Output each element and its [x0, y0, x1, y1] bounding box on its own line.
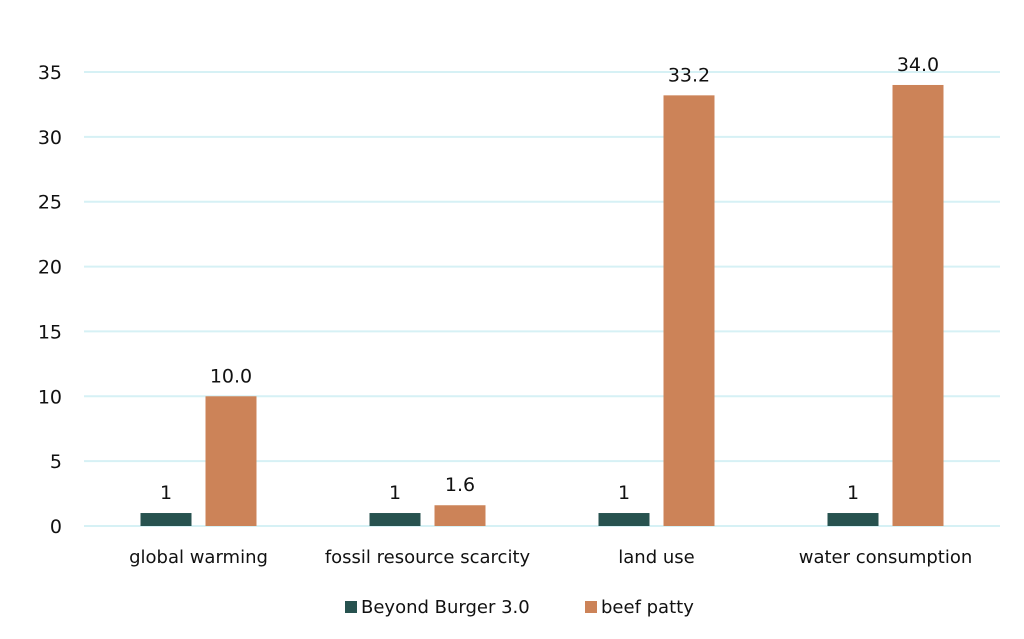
data-label: 1 [160, 482, 172, 504]
bar-beef-patty [205, 396, 257, 526]
data-label: 34.0 [897, 54, 939, 76]
bar-beyond-burger [827, 513, 879, 526]
y-tick-label: 0 [50, 516, 62, 538]
y-tick-label: 10 [38, 386, 62, 408]
bar-beef-patty [892, 84, 944, 526]
y-axis-ticks: 0 5 10 15 20 25 30 35 [38, 62, 62, 538]
bar-beef-patty [434, 505, 486, 526]
data-label: 1 [618, 482, 630, 504]
y-tick-label: 20 [38, 257, 62, 279]
x-category-label: land use [618, 547, 694, 568]
data-labels: 1 10.0 1 1.6 1 33.2 1 34.0 [160, 54, 939, 504]
data-label: 1.6 [445, 474, 475, 496]
x-axis-labels: global warming fossil resource scarcity la… [129, 547, 972, 568]
y-tick-label: 30 [38, 127, 62, 149]
bars [140, 84, 944, 526]
bar-beyond-burger [598, 513, 650, 526]
legend-swatch [585, 601, 597, 613]
legend-label: beef patty [601, 597, 694, 618]
x-category-label: global warming [129, 547, 268, 568]
data-label: 1 [847, 482, 859, 504]
legend-swatch [345, 601, 357, 613]
x-category-label: fossil resource scarcity [325, 547, 531, 568]
bar-beyond-burger [369, 513, 421, 526]
bar-beyond-burger [140, 513, 192, 526]
y-tick-label: 5 [50, 451, 62, 473]
data-label: 33.2 [668, 64, 710, 86]
legend-label: Beyond Burger 3.0 [361, 597, 530, 618]
y-tick-label: 15 [38, 321, 62, 343]
legend: Beyond Burger 3.0 beef patty [345, 597, 694, 618]
data-label: 1 [389, 482, 401, 504]
x-category-label: water consumption [799, 547, 973, 568]
bar-beef-patty [663, 95, 715, 526]
data-label: 10.0 [210, 365, 252, 387]
y-tick-label: 35 [38, 62, 62, 84]
y-tick-label: 25 [38, 192, 62, 214]
